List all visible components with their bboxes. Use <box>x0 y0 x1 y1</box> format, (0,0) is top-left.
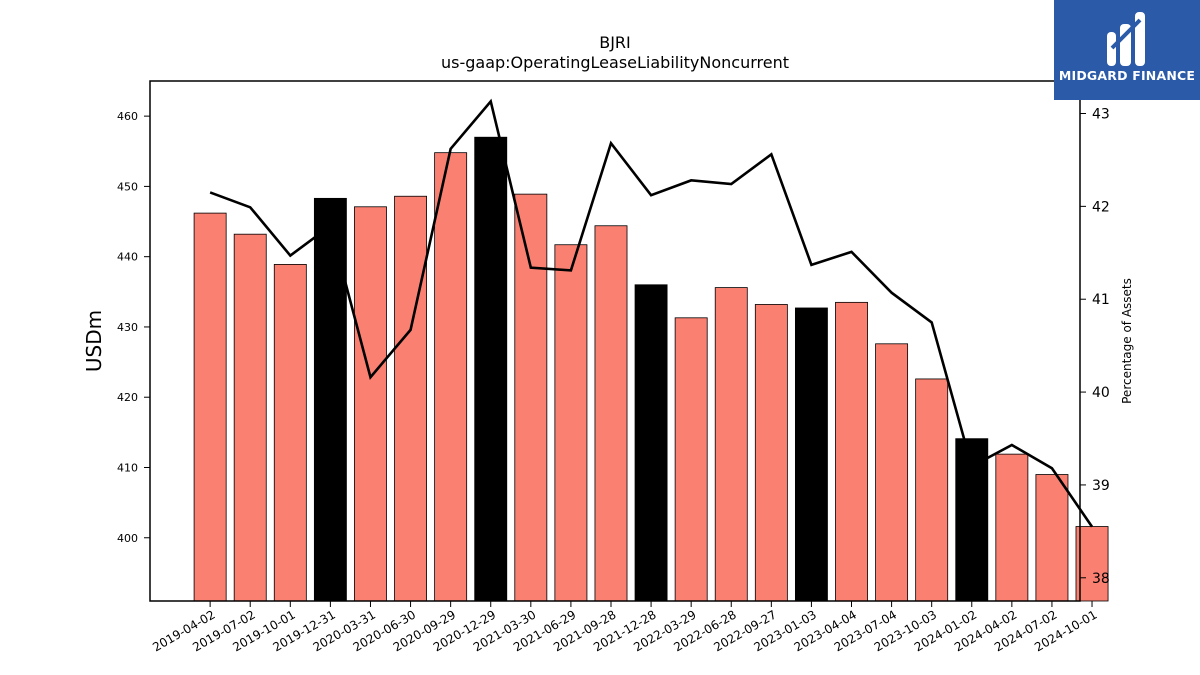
y2-axis-label: Percentage of Assets <box>1120 278 1134 404</box>
bar <box>233 233 267 602</box>
y-tick-label: 430 <box>117 321 138 334</box>
y2-tick-label: 40 <box>1092 385 1110 401</box>
y-tick-label: 400 <box>117 532 138 545</box>
bar <box>674 317 708 602</box>
bar <box>313 197 347 602</box>
bar <box>474 136 508 602</box>
bar <box>714 287 748 602</box>
y2-tick-label: 39 <box>1092 478 1110 494</box>
bar <box>875 343 909 602</box>
line-series <box>209 98 1094 528</box>
bar <box>514 193 548 602</box>
midgard-logo-icon <box>1107 12 1145 66</box>
bar <box>995 453 1029 602</box>
bar <box>794 307 828 602</box>
y-tick-label: 460 <box>117 110 138 123</box>
bar <box>434 152 468 602</box>
bar <box>594 225 628 602</box>
logo-text: MIDGARD FINANCE <box>1058 68 1196 83</box>
midgard-finance-logo: MIDGARD FINANCE <box>1054 0 1200 100</box>
x-axis: 2019-04-022019-07-022019-10-012019-12-31… <box>150 601 1100 654</box>
bar <box>915 378 949 602</box>
y2-tick-label: 43 <box>1092 107 1110 123</box>
bar <box>273 264 307 602</box>
bar <box>1035 474 1069 602</box>
y-axis-label: USDm <box>82 310 106 372</box>
bar-group <box>193 136 1109 602</box>
bar <box>835 301 868 602</box>
y-tick-label: 450 <box>117 180 138 193</box>
chart-subtitle: us-gaap:OperatingLeaseLiabilityNoncurren… <box>441 53 789 72</box>
bar <box>394 195 427 602</box>
bar <box>754 304 788 602</box>
y2-tick-label: 41 <box>1092 292 1110 308</box>
bar <box>193 212 227 602</box>
y-axis-right: 38 39 40 41 42 43 <box>1080 107 1110 587</box>
y-tick-label: 440 <box>117 251 138 264</box>
y-tick-label: 410 <box>117 461 138 474</box>
y2-tick-label: 42 <box>1092 199 1110 215</box>
bar <box>1075 526 1109 602</box>
bar <box>554 244 588 602</box>
bar <box>634 284 668 602</box>
plot-frame <box>149 80 1081 602</box>
bar <box>354 206 387 602</box>
y-tick-label: 420 <box>117 391 138 404</box>
y-axis-left: 400 410 420 430 440 450 460 <box>117 110 150 545</box>
chart-title: BJRI <box>599 33 631 52</box>
line-path <box>209 98 1094 528</box>
y2-tick-label: 38 <box>1092 571 1110 587</box>
